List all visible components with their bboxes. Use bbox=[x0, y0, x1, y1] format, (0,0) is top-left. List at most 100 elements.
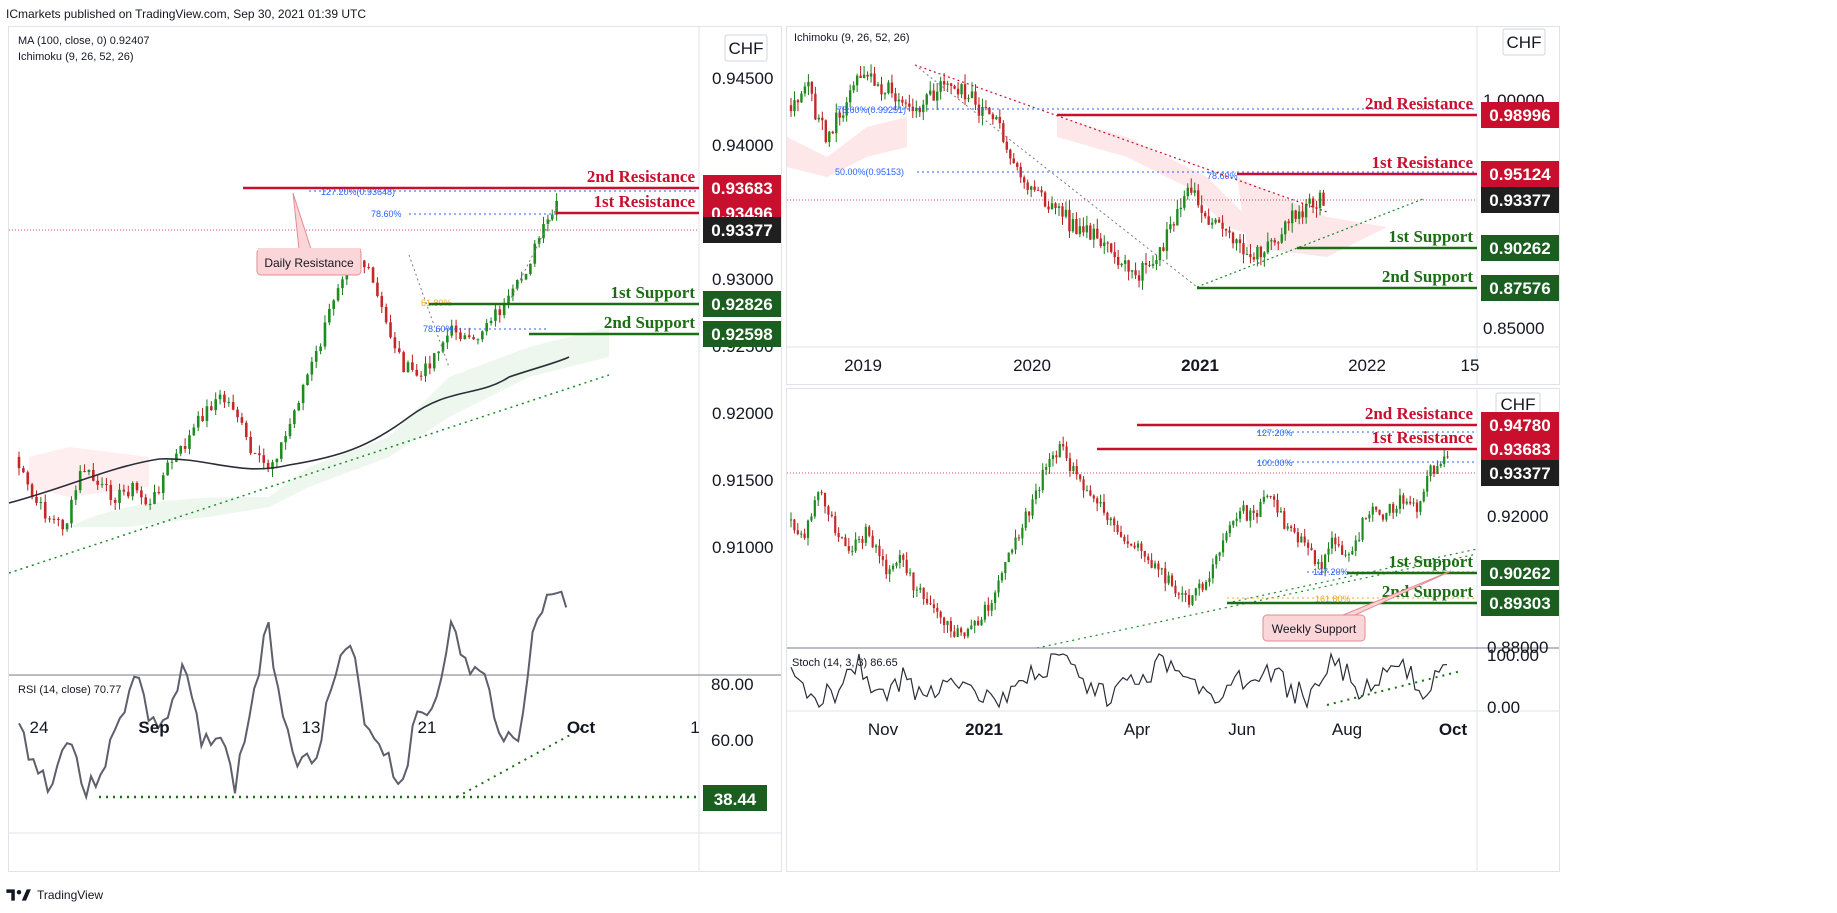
candle-body bbox=[1272, 496, 1276, 500]
candle-body bbox=[861, 539, 864, 543]
candle-body bbox=[65, 523, 69, 530]
candle-body bbox=[1106, 512, 1109, 521]
candle-body bbox=[450, 325, 454, 336]
candle-body bbox=[1176, 209, 1179, 226]
candle-body bbox=[1419, 501, 1422, 512]
candle-body bbox=[1395, 508, 1398, 513]
candle-body bbox=[835, 112, 838, 134]
price-tick: 0.91000 bbox=[712, 538, 773, 557]
candle-body bbox=[183, 446, 187, 449]
candle-body bbox=[932, 90, 935, 101]
daily-long-chart-svg[interactable]: 127.20% 100.00% 127.20% 161.80% CHF 0.92000… bbox=[787, 389, 1559, 871]
candle-body bbox=[1259, 246, 1263, 258]
candle-body bbox=[328, 308, 331, 323]
level-price-badge bbox=[1481, 235, 1559, 261]
candle-body bbox=[70, 499, 73, 524]
candle-body bbox=[210, 406, 213, 411]
candle-body bbox=[960, 628, 963, 633]
candle-body bbox=[895, 563, 898, 566]
candle-body bbox=[131, 482, 134, 497]
weekly-chart-panel[interactable]: 78.60%(0.99251) 50.00%(0.95153) 78.60% CHF… bbox=[786, 26, 1560, 385]
candle-body bbox=[332, 300, 336, 309]
candle-body bbox=[1317, 562, 1320, 565]
candle-body bbox=[987, 604, 990, 611]
candle-body bbox=[371, 267, 375, 283]
candle-body bbox=[953, 85, 956, 89]
candle-body bbox=[1290, 210, 1294, 224]
level-label: 1st Support bbox=[610, 283, 695, 302]
daily-chart-panel[interactable]: 127.20%(0.93648)78.60%61.80%78.60% CHF M… bbox=[8, 26, 782, 872]
candle-body bbox=[463, 335, 467, 339]
candle-body bbox=[1269, 495, 1272, 497]
candle-body bbox=[529, 263, 532, 274]
fib-swing-line bbox=[914, 64, 1198, 288]
candle-body bbox=[113, 499, 117, 503]
candle-body bbox=[878, 545, 881, 557]
level-price-value: 0.93377 bbox=[711, 221, 772, 240]
candle-body bbox=[376, 282, 379, 296]
candle-body bbox=[109, 484, 113, 500]
candle-body bbox=[855, 75, 859, 86]
currency-badge[interactable]: CHF bbox=[1507, 33, 1542, 52]
level-label: 2nd Support bbox=[1382, 267, 1474, 286]
candle-body bbox=[1235, 518, 1238, 521]
candle-body bbox=[1113, 518, 1116, 526]
candle-body bbox=[1158, 247, 1162, 261]
candle-body bbox=[1300, 536, 1303, 543]
level-price-badge bbox=[1481, 187, 1559, 213]
candle-body bbox=[537, 238, 541, 244]
daily-chart-svg[interactable]: 127.20%(0.93648)78.60%61.80%78.60% CHF M… bbox=[9, 27, 781, 871]
candle-body bbox=[240, 417, 244, 423]
candle-body bbox=[880, 84, 883, 95]
candle-body bbox=[494, 309, 497, 321]
candle-body bbox=[1245, 254, 1249, 256]
candle-body bbox=[1157, 563, 1160, 570]
candle-body bbox=[890, 82, 894, 94]
candle-body bbox=[828, 131, 831, 143]
candle-body bbox=[888, 569, 891, 575]
candle-body bbox=[842, 115, 845, 118]
tradingview-footer[interactable]: TradingView bbox=[6, 888, 103, 902]
candle-body bbox=[1092, 228, 1096, 240]
weekly-chart-svg[interactable]: 78.60%(0.99251) 50.00%(0.95153) 78.60% CHF… bbox=[787, 27, 1559, 384]
candle-body bbox=[314, 351, 318, 362]
candle-body bbox=[1033, 186, 1036, 190]
candle-body bbox=[967, 98, 970, 100]
candle-body bbox=[988, 107, 991, 115]
level-label: 2nd Resistance bbox=[587, 167, 696, 186]
candle-body bbox=[1270, 240, 1273, 242]
candle-body bbox=[1061, 206, 1064, 217]
candle-body bbox=[258, 453, 261, 456]
candle-body bbox=[898, 555, 901, 564]
currency-badge[interactable]: CHF bbox=[729, 39, 764, 58]
candle-body bbox=[847, 546, 850, 551]
candle-body bbox=[157, 492, 161, 494]
candle-body bbox=[1301, 211, 1304, 218]
candle-body bbox=[901, 99, 904, 103]
candle-body bbox=[970, 625, 973, 630]
candle-body bbox=[876, 84, 880, 86]
candle-body bbox=[196, 415, 200, 428]
currency-badge[interactable]: CHF bbox=[1501, 395, 1536, 414]
candle-body bbox=[1203, 212, 1207, 217]
candle-body bbox=[966, 629, 970, 637]
daily-long-chart-panel[interactable]: 127.20% 100.00% 127.20% 161.80% CHF 0.92000… bbox=[786, 388, 1560, 872]
candle-body bbox=[817, 117, 821, 120]
candle-body bbox=[946, 83, 949, 85]
candle-body bbox=[960, 84, 963, 95]
candle-body bbox=[1164, 568, 1167, 584]
candle-body bbox=[188, 435, 191, 449]
time-tick: Nov bbox=[868, 720, 899, 739]
candle-body bbox=[218, 394, 222, 400]
candle-body bbox=[542, 223, 545, 239]
candle-body bbox=[1024, 511, 1027, 528]
candle-body bbox=[1252, 510, 1255, 513]
candle-body bbox=[908, 103, 911, 107]
candle-body bbox=[236, 409, 239, 418]
candle-body bbox=[266, 462, 270, 470]
candle-body bbox=[796, 100, 800, 103]
candle-body bbox=[1255, 512, 1259, 517]
candle-body bbox=[336, 288, 340, 301]
level-price-value: 0.93377 bbox=[1489, 191, 1550, 210]
candle-body bbox=[293, 410, 296, 425]
